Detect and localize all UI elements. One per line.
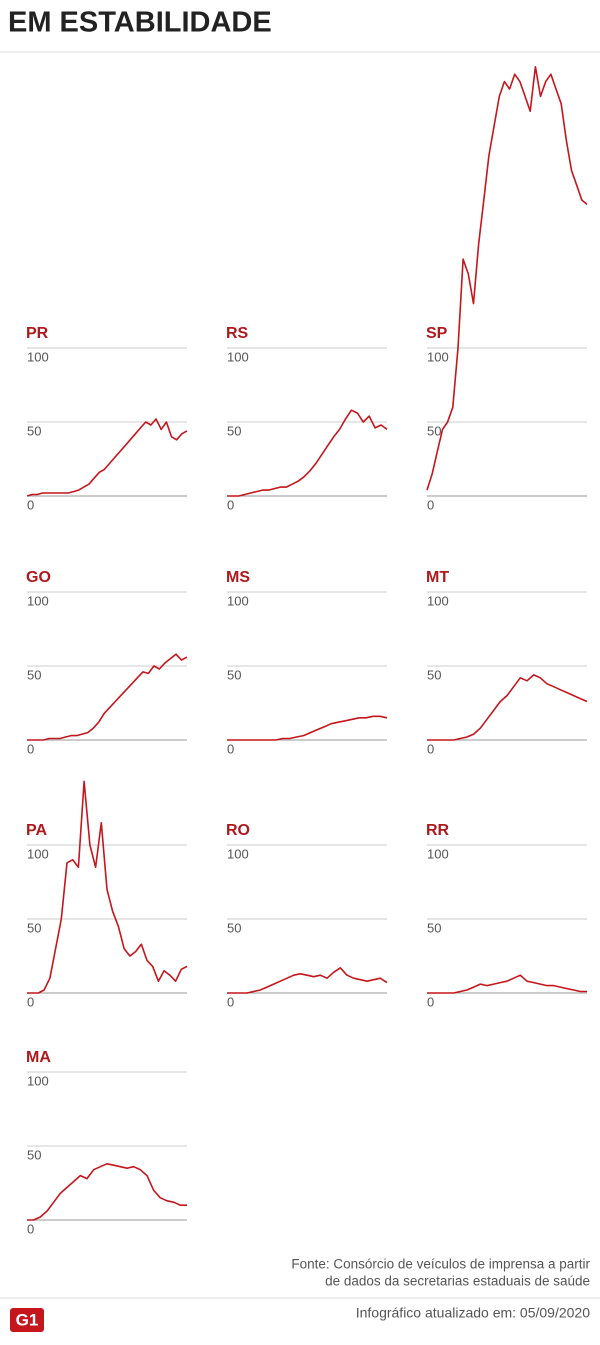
state-label: PA <box>26 822 47 839</box>
state-label: RS <box>226 325 249 342</box>
y-tick-label: 0 <box>27 741 34 756</box>
y-tick-label: 0 <box>427 994 434 1009</box>
data-line <box>26 418 188 497</box>
state-label: PR <box>26 325 49 342</box>
y-tick-label: 100 <box>227 846 249 861</box>
y-tick-label: 50 <box>27 667 41 682</box>
state-label: MT <box>426 569 449 586</box>
data-line <box>227 715 388 741</box>
data-line <box>426 66 588 491</box>
y-tick-label: 100 <box>27 593 49 608</box>
data-line <box>27 1163 187 1221</box>
state-label: GO <box>26 569 51 586</box>
logo: G1 <box>16 1310 39 1329</box>
data-line <box>27 780 188 994</box>
y-tick-label: 0 <box>227 994 234 1009</box>
state-label: MS <box>226 569 250 586</box>
y-tick-label: 0 <box>227 741 234 756</box>
logo-box <box>10 1308 44 1332</box>
y-tick-label: 0 <box>27 994 34 1009</box>
y-tick-label: 50 <box>427 667 441 682</box>
y-tick-label: 50 <box>427 920 441 935</box>
state-label: RR <box>426 822 450 839</box>
y-tick-label: 100 <box>227 349 249 364</box>
y-tick-label: 0 <box>27 1221 34 1236</box>
y-tick-label: 50 <box>227 920 241 935</box>
state-label: RO <box>226 822 250 839</box>
state-label: MA <box>26 1049 51 1066</box>
data-line <box>427 674 588 741</box>
y-tick-label: 50 <box>227 423 241 438</box>
y-tick-label: 100 <box>27 349 49 364</box>
y-tick-label: 50 <box>27 920 41 935</box>
y-tick-label: 50 <box>427 423 441 438</box>
data-line <box>227 967 388 994</box>
y-tick-label: 100 <box>427 349 449 364</box>
updated-note: Infográfico atualizado em: 05/09/2020 <box>356 1305 590 1321</box>
y-tick-label: 0 <box>427 497 434 512</box>
y-tick-label: 0 <box>27 497 34 512</box>
y-tick-label: 100 <box>27 1073 49 1088</box>
data-line <box>227 409 388 497</box>
state-label: SP <box>426 325 448 342</box>
y-tick-label: 100 <box>27 846 49 861</box>
y-tick-label: 0 <box>427 741 434 756</box>
y-tick-label: 100 <box>427 593 449 608</box>
y-tick-label: 50 <box>27 1147 41 1162</box>
y-tick-label: 50 <box>27 423 41 438</box>
data-line <box>27 653 188 741</box>
source-line: de dados da secretarias estaduais de saú… <box>325 1274 590 1289</box>
y-tick-label: 0 <box>227 497 234 512</box>
source-line: Fonte: Consórcio de veículos de imprensa… <box>291 1257 590 1272</box>
y-tick-label: 50 <box>227 667 241 682</box>
page-title: EM ESTABILIDADE <box>8 7 272 39</box>
y-tick-label: 100 <box>227 593 249 608</box>
data-line <box>427 974 587 994</box>
y-tick-label: 100 <box>427 846 449 861</box>
